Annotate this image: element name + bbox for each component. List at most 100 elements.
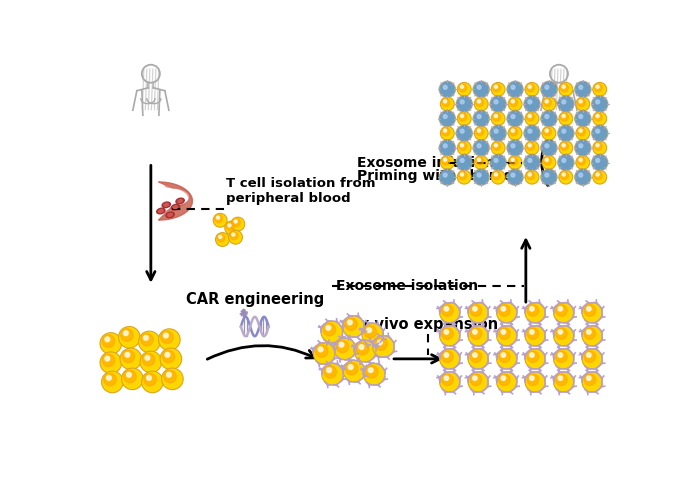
Circle shape [457, 156, 471, 169]
Circle shape [545, 173, 549, 177]
Circle shape [491, 141, 505, 155]
Circle shape [165, 352, 170, 357]
Circle shape [579, 129, 582, 132]
Circle shape [584, 305, 596, 316]
Circle shape [475, 112, 488, 125]
Circle shape [339, 343, 344, 347]
Circle shape [118, 326, 140, 348]
Circle shape [127, 372, 132, 377]
Circle shape [440, 141, 454, 155]
Circle shape [470, 305, 482, 316]
Circle shape [457, 97, 471, 111]
Circle shape [587, 353, 591, 357]
Circle shape [575, 111, 591, 127]
Circle shape [587, 306, 591, 311]
Circle shape [473, 140, 489, 156]
Circle shape [593, 156, 607, 169]
Circle shape [592, 154, 608, 171]
Circle shape [442, 374, 453, 386]
Circle shape [587, 376, 591, 380]
Circle shape [440, 372, 460, 392]
Circle shape [477, 144, 481, 148]
Circle shape [461, 144, 463, 147]
Circle shape [526, 113, 535, 121]
Circle shape [558, 306, 563, 311]
Circle shape [232, 233, 235, 236]
Circle shape [511, 85, 515, 89]
Circle shape [525, 372, 545, 392]
Circle shape [494, 173, 498, 176]
Circle shape [216, 233, 230, 246]
Circle shape [560, 113, 568, 121]
Circle shape [526, 172, 535, 180]
Circle shape [444, 376, 449, 380]
Circle shape [525, 349, 545, 369]
Circle shape [470, 328, 482, 339]
Circle shape [543, 128, 552, 136]
Ellipse shape [166, 212, 174, 218]
Circle shape [530, 353, 534, 357]
Circle shape [593, 97, 607, 111]
Circle shape [468, 303, 488, 323]
Circle shape [592, 125, 608, 142]
Circle shape [525, 112, 539, 125]
Circle shape [365, 366, 378, 378]
Circle shape [439, 169, 456, 185]
Circle shape [322, 364, 344, 385]
Circle shape [439, 111, 456, 127]
Circle shape [579, 115, 582, 119]
Circle shape [542, 82, 556, 96]
Circle shape [578, 99, 585, 106]
Circle shape [349, 365, 353, 369]
Circle shape [228, 224, 231, 227]
Circle shape [230, 232, 238, 240]
Circle shape [456, 154, 473, 171]
Circle shape [473, 111, 489, 127]
Ellipse shape [159, 209, 163, 212]
Circle shape [362, 324, 384, 345]
Circle shape [458, 142, 467, 150]
Circle shape [440, 170, 454, 184]
Circle shape [105, 356, 110, 361]
Circle shape [556, 305, 567, 316]
Circle shape [562, 115, 565, 118]
Circle shape [554, 326, 573, 346]
Circle shape [542, 156, 556, 169]
Circle shape [477, 129, 480, 132]
Circle shape [164, 370, 176, 383]
Circle shape [511, 158, 514, 162]
Circle shape [161, 331, 173, 344]
Circle shape [141, 333, 153, 346]
Ellipse shape [172, 204, 180, 210]
Circle shape [587, 330, 591, 334]
Circle shape [216, 216, 220, 219]
Circle shape [593, 141, 607, 155]
Circle shape [559, 97, 573, 111]
Circle shape [596, 173, 599, 176]
Circle shape [475, 141, 488, 155]
Circle shape [576, 141, 589, 155]
Circle shape [475, 128, 484, 136]
Circle shape [576, 112, 589, 125]
Circle shape [558, 376, 563, 380]
Circle shape [511, 115, 515, 119]
Circle shape [562, 100, 566, 104]
Circle shape [594, 84, 602, 92]
Circle shape [442, 328, 453, 339]
Circle shape [124, 370, 136, 383]
Circle shape [494, 159, 498, 163]
Circle shape [364, 325, 377, 338]
Circle shape [318, 347, 323, 352]
Circle shape [354, 341, 376, 362]
Circle shape [508, 126, 522, 140]
Circle shape [560, 142, 568, 150]
Circle shape [498, 328, 510, 339]
Circle shape [439, 140, 456, 156]
Circle shape [584, 328, 596, 339]
Circle shape [477, 115, 481, 119]
Circle shape [344, 361, 365, 382]
Circle shape [443, 144, 447, 148]
Circle shape [560, 172, 568, 180]
Circle shape [443, 173, 447, 177]
Circle shape [334, 338, 356, 360]
